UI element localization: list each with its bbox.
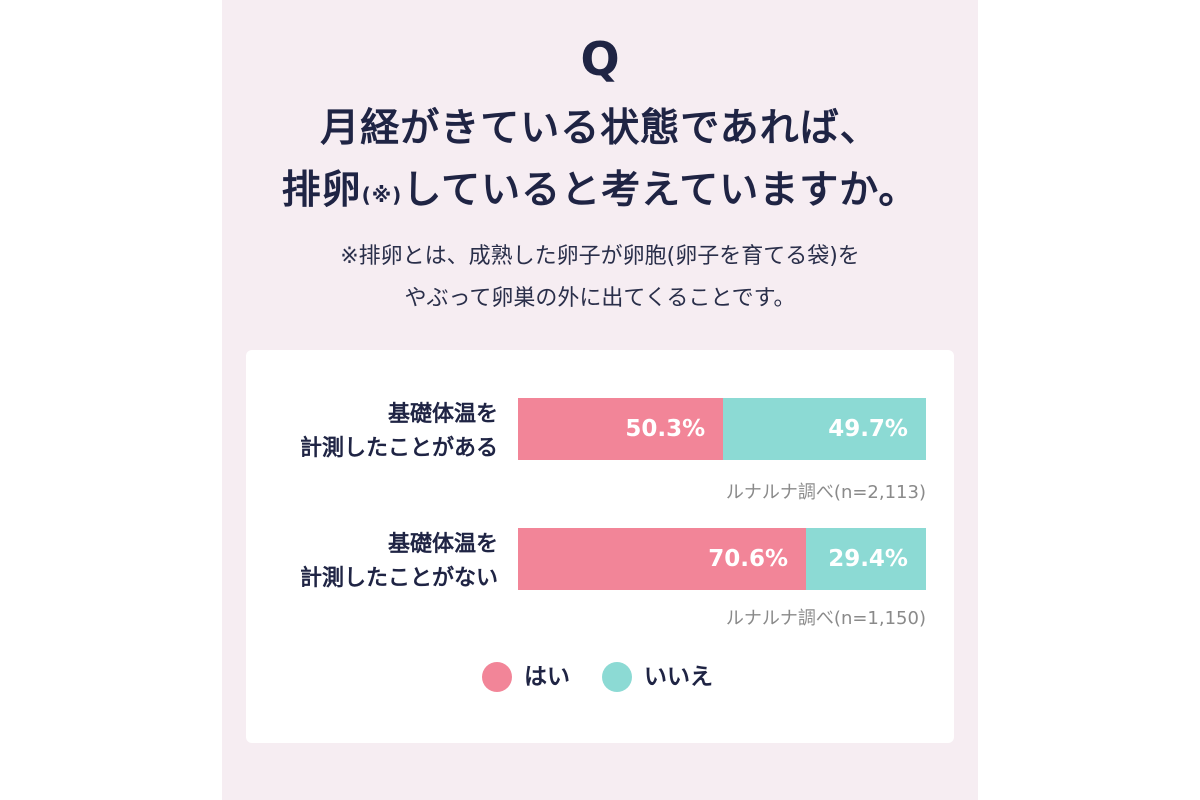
stacked-bar-1: 50.3% 49.7% [518, 398, 926, 460]
row-label-2-line-2: 計測したことがない [299, 566, 498, 591]
legend-yes-swatch [482, 662, 512, 692]
row-label-1-line-2: 計測したことがある [299, 436, 498, 461]
bar-1-no-label: 49.7% [828, 416, 908, 442]
legend-yes-label: はい [524, 664, 570, 690]
legend-no-swatch [602, 662, 632, 692]
stacked-bar-2: 70.6% 29.4% [518, 528, 926, 590]
footnote-line-2: やぶって卵巣の外に出てくることです。 [404, 286, 796, 311]
bar-1-no-segment [723, 398, 926, 460]
bar-2-no-segment [806, 528, 926, 590]
question-mark: Q [580, 32, 620, 86]
row-label-2: 基礎体温を 計測したことがない [228, 528, 498, 596]
bar-2-no-label: 29.4% [828, 546, 908, 572]
bar-1-yes-segment [518, 398, 724, 460]
row-label-1-line-1: 基礎体温を [387, 402, 498, 427]
question-line-2-suffix: していると考えていますか。 [402, 168, 919, 213]
source-note-1: ルナルナ調べ(n=2,113) [725, 482, 926, 503]
question-line-2: 排卵(※)していると考えていますか。 [222, 166, 978, 216]
row-label-2-line-1: 基礎体温を [387, 532, 498, 557]
bar-1-yes-label: 50.3% [625, 416, 706, 442]
question-footnote-mark: (※) [361, 183, 403, 207]
bar-2-yes-segment [518, 528, 807, 590]
chart-legend: はい いいえ [482, 660, 742, 696]
legend-no-label: いいえ [644, 664, 713, 690]
question-line-1: 月経がきている状態であれば、 [320, 106, 880, 151]
question-line-2-prefix: 排卵 [281, 168, 362, 213]
row-label-1: 基礎体温を 計測したことがある [228, 398, 498, 466]
bar-2-yes-label: 70.6% [708, 546, 789, 572]
footnote-line-1: ※排卵とは、成熟した卵子が卵胞(卵子を育てる袋)を [340, 244, 860, 269]
source-note-2: ルナルナ調べ(n=1,150) [725, 608, 926, 629]
